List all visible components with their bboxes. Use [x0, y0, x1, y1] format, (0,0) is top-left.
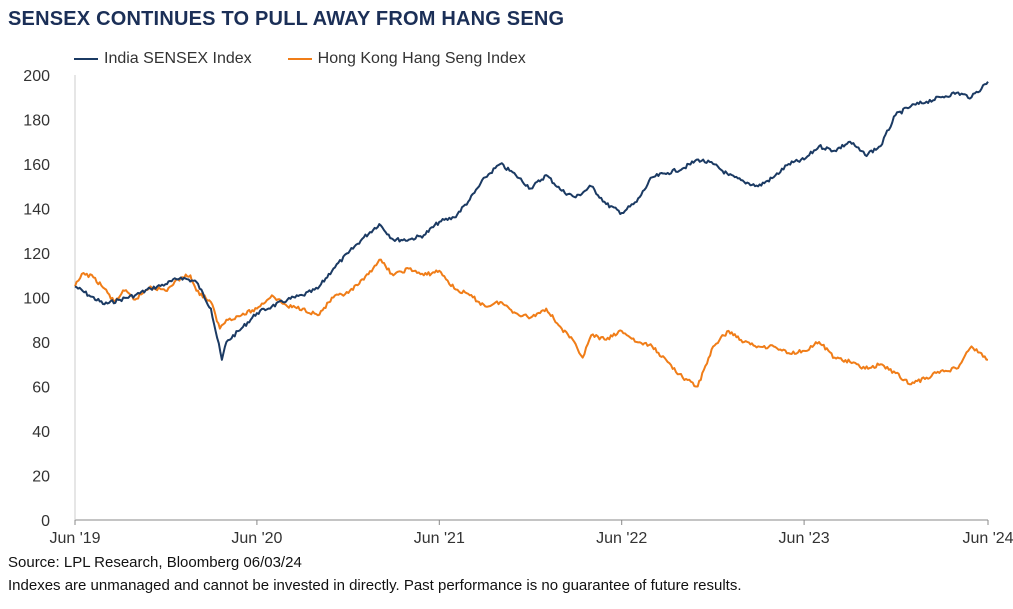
legend-item-sensex: India SENSEX Index [74, 50, 252, 68]
legend-swatch-sensex [74, 58, 98, 60]
x-tick-label: Jun '22 [596, 530, 647, 547]
sensex-line [74, 81, 989, 361]
legend-swatch-hangseng [287, 58, 312, 60]
legend-item-hangseng: Hong Kong Hang Seng Index [287, 50, 526, 68]
y-tick-label: 160 [23, 157, 50, 174]
x-tick-label: Jun '23 [779, 530, 830, 547]
chart-legend: India SENSEX Index Hong Kong Hang Seng I… [74, 50, 562, 68]
y-tick-label: 60 [32, 380, 50, 397]
hangseng-line [74, 258, 989, 388]
x-tick-label: Jun '19 [49, 530, 100, 547]
x-tick-label: Jun '20 [231, 530, 282, 547]
chart-title: SENSEX CONTINUES TO PULL AWAY FROM HANG … [8, 8, 565, 30]
y-tick-label: 140 [23, 202, 50, 219]
y-tick-label: 120 [23, 246, 50, 263]
line-chart: 0 20 40 60 80 100 120 140 160 180 200 Jun '19 Jun '2… [23, 68, 1013, 547]
legend-label-hangseng: Hong Kong Hang Seng Index [317, 50, 526, 67]
legend-label-sensex: India SENSEX Index [104, 50, 252, 67]
y-tick-label: 200 [23, 68, 50, 85]
disclaimer-note: Indexes are unmanaged and cannot be inve… [8, 577, 742, 594]
x-tick-label: Jun '24 [962, 530, 1013, 547]
y-tick-label: 40 [32, 424, 50, 441]
x-tick-label: Jun '21 [414, 530, 465, 547]
y-tick-label: 180 [23, 113, 50, 130]
y-tick-label: 20 [32, 469, 50, 486]
y-tick-label: 100 [23, 291, 50, 308]
y-tick-label: 0 [41, 513, 50, 530]
y-tick-label: 80 [32, 335, 50, 352]
source-note: Source: LPL Research, Bloomberg 06/03/24 [8, 554, 302, 571]
